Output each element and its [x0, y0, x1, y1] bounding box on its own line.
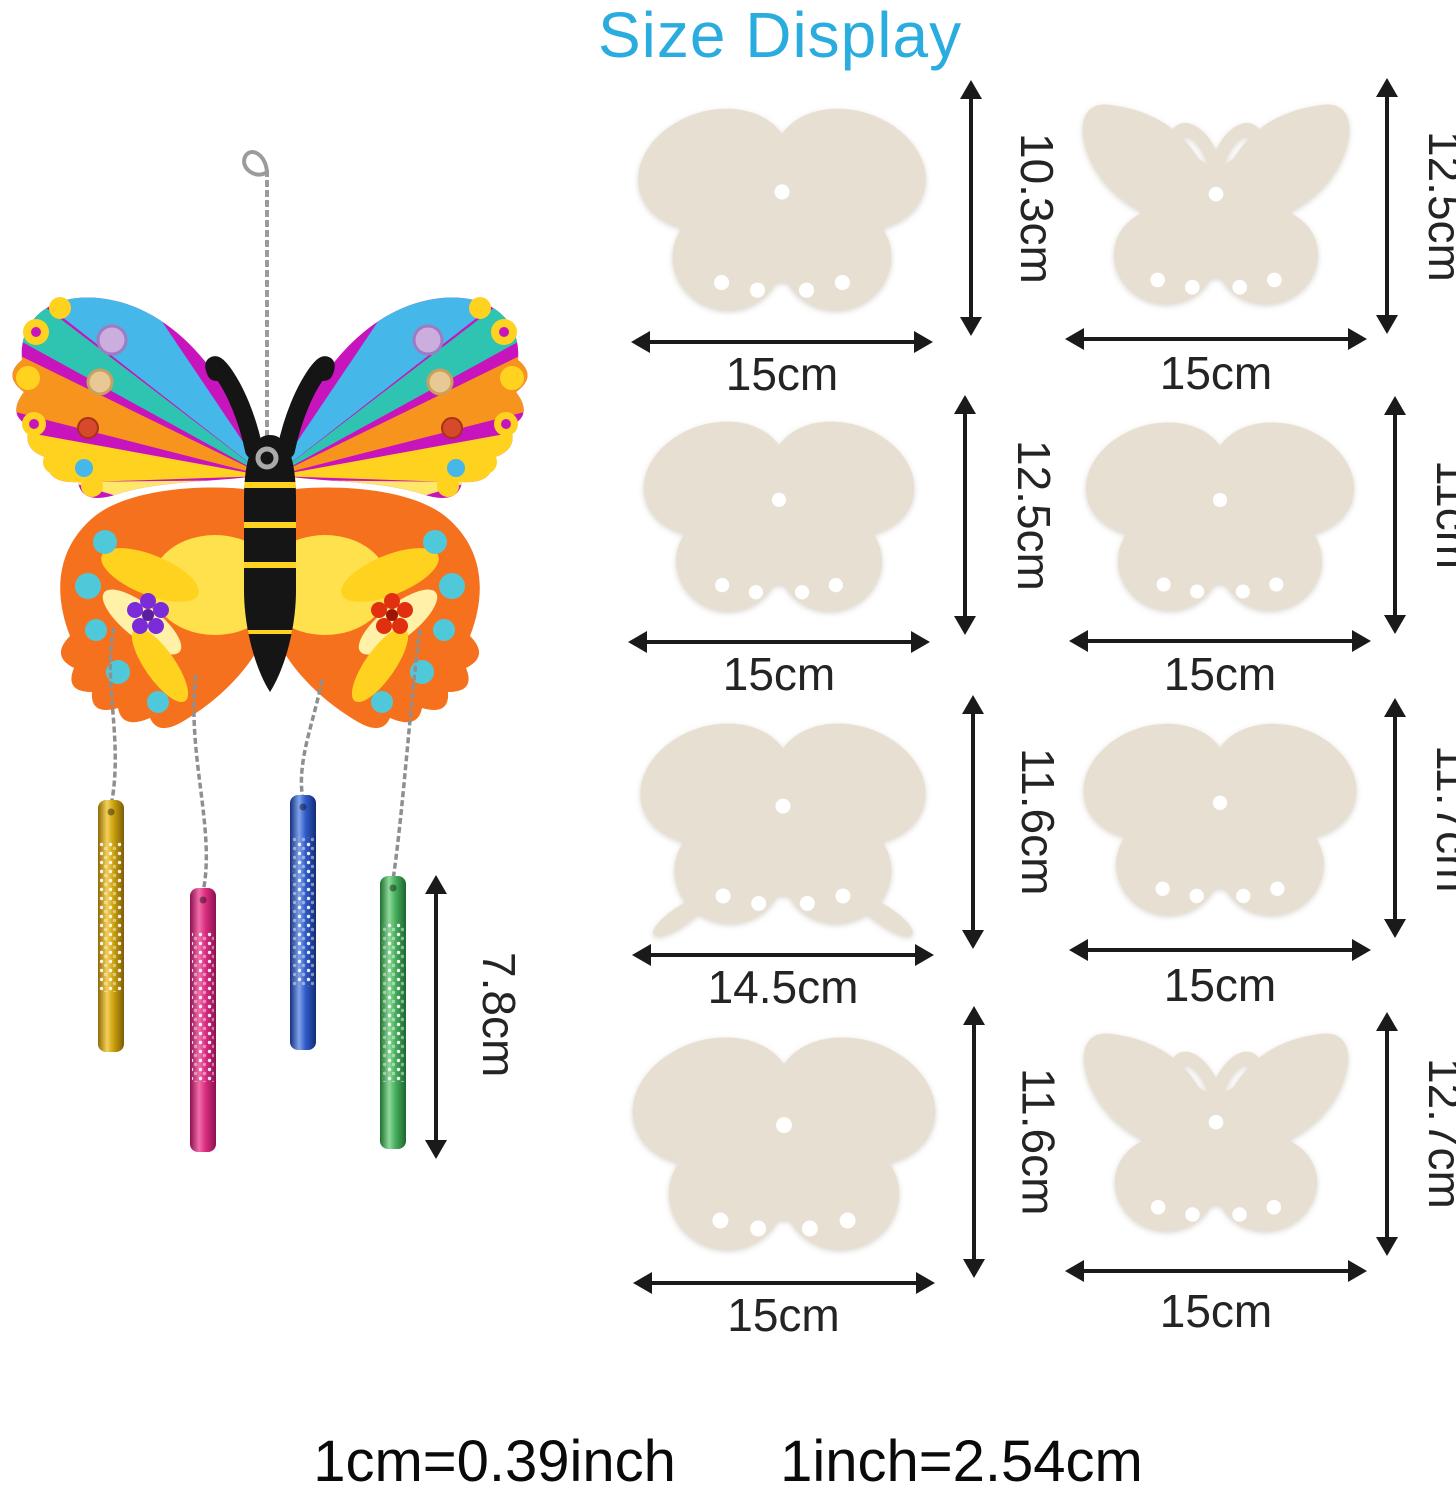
size-cell-4: 11cm 15cm: [1069, 395, 1456, 700]
height-label: 10.3cm: [1011, 132, 1063, 284]
chime-tube-strings: [108, 627, 422, 893]
height-arrow: [960, 80, 982, 336]
height-arrow: [962, 694, 984, 949]
width-arrow: [632, 943, 934, 966]
height-label: 11cm: [1427, 460, 1456, 570]
butterfly-cutout-icon: [629, 404, 929, 626]
height-label: 12.5cm: [1008, 439, 1060, 591]
width-arrow: [1065, 328, 1367, 350]
butterfly-wind-chime-icon: [12, 150, 560, 1152]
width-arrow: [631, 331, 933, 353]
hanging-string: [242, 150, 269, 456]
size-cell-2: 12.5cm 15cm: [1065, 78, 1456, 399]
flower-sequin-purple: [127, 593, 169, 634]
inch-to-cm-text: 1inch=2.54cm: [780, 1429, 1143, 1494]
height-label: 12.5cm: [1419, 130, 1456, 282]
page-title: Size Display: [597, 0, 963, 71]
unit-conversion: 1cm=0.39inch 1inch=2.54cm: [0, 1428, 1456, 1495]
flower-sequin-red: [371, 593, 413, 634]
height-arrow: [963, 1005, 985, 1278]
size-cell-6: 11.7cm 15cm: [1069, 698, 1456, 1011]
butterfly-cutout-icon: [1070, 706, 1370, 930]
height-arrow: [1376, 78, 1398, 334]
chime-tube-pink: [190, 888, 216, 1152]
height-label: 12.7cm: [1419, 1058, 1456, 1210]
tube-height-arrow: [425, 875, 447, 1159]
chime-tube-blue: [290, 795, 316, 1050]
width-label: 15cm: [725, 348, 839, 400]
butterfly-cutout-icon: [1070, 405, 1370, 625]
height-arrow: [954, 395, 976, 636]
width-arrow: [632, 1271, 935, 1294]
width-label: 15cm: [1159, 347, 1273, 399]
wind-chime-figure: 7.8cm: [0, 140, 560, 1270]
size-cell-3: 12.5cm 15cm: [618, 395, 1068, 701]
butterfly-cutout-icon: [626, 90, 938, 326]
chime-butterfly: [12, 274, 540, 729]
size-cell-1: 10.3cm 15cm: [618, 80, 1068, 400]
height-arrow: [1384, 395, 1406, 634]
size-grid: 10.3cm 15cm 12.5cm 15cm 12.5cm 15cm 11cm…: [618, 78, 1456, 1341]
height-label: 11.7cm: [1427, 744, 1456, 892]
size-cell-8: 12.7cm 15cm: [1065, 1011, 1456, 1339]
butterfly-cutout-icon: [625, 705, 941, 939]
width-arrow: [1069, 630, 1371, 653]
size-cell-7: 11.6cm 15cm: [618, 1005, 1068, 1341]
chime-tube-gold: [98, 800, 124, 1052]
height-arrow: [1384, 698, 1406, 939]
width-label: 15cm: [1159, 1284, 1273, 1337]
width-label: 14.5cm: [707, 960, 859, 1013]
width-arrow: [1065, 1259, 1367, 1282]
cm-to-inch-text: 1cm=0.39inch: [313, 1429, 676, 1494]
butterfly-cutout-icon: [1070, 1021, 1362, 1247]
height-label: 11.6cm: [1012, 747, 1064, 896]
butterfly-cutout-icon: [1070, 91, 1362, 321]
width-arrow: [1069, 938, 1371, 961]
width-arrow: [628, 631, 930, 654]
chime-tube-green: [380, 876, 406, 1149]
height-label: 11.6cm: [1012, 1068, 1065, 1216]
butterfly-cutout-icon: [625, 1017, 943, 1267]
size-cell-5: 11.6cm 14.5cm: [618, 694, 1068, 1013]
width-label: 15cm: [1163, 647, 1277, 700]
tube-height-label: 7.8cm: [473, 952, 525, 1078]
width-label: 15cm: [1163, 958, 1277, 1011]
width-label: 15cm: [727, 1288, 840, 1341]
width-label: 15cm: [722, 648, 836, 701]
height-arrow: [1376, 1011, 1398, 1256]
